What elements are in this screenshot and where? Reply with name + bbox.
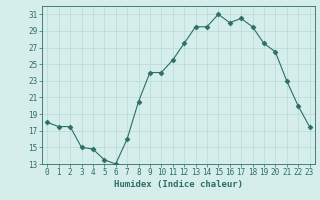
X-axis label: Humidex (Indice chaleur): Humidex (Indice chaleur) — [114, 180, 243, 189]
